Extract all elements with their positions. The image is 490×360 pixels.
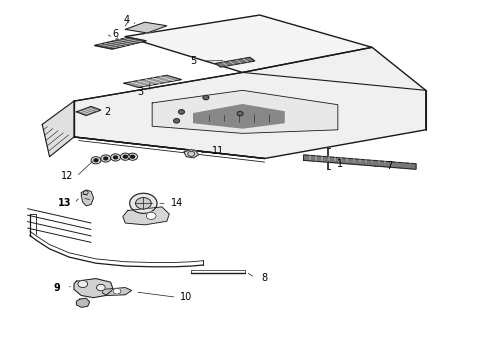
Circle shape bbox=[147, 212, 156, 220]
Polygon shape bbox=[74, 279, 113, 298]
Circle shape bbox=[114, 156, 118, 159]
Circle shape bbox=[104, 157, 108, 160]
Polygon shape bbox=[123, 207, 169, 225]
Polygon shape bbox=[95, 37, 147, 49]
Circle shape bbox=[113, 288, 121, 294]
Text: 4: 4 bbox=[123, 15, 130, 26]
Polygon shape bbox=[304, 155, 416, 169]
Circle shape bbox=[237, 112, 243, 116]
Text: 9: 9 bbox=[53, 283, 60, 293]
Circle shape bbox=[91, 157, 101, 164]
Circle shape bbox=[121, 153, 130, 160]
Polygon shape bbox=[124, 75, 181, 87]
Circle shape bbox=[78, 280, 88, 288]
Circle shape bbox=[94, 159, 98, 162]
Circle shape bbox=[97, 284, 105, 291]
Circle shape bbox=[128, 153, 138, 160]
Circle shape bbox=[101, 155, 111, 162]
Text: 10: 10 bbox=[180, 292, 193, 302]
Polygon shape bbox=[152, 90, 338, 134]
Circle shape bbox=[136, 198, 151, 209]
Text: 14: 14 bbox=[171, 198, 183, 208]
Text: 6: 6 bbox=[113, 29, 119, 39]
Circle shape bbox=[123, 155, 127, 158]
Polygon shape bbox=[125, 15, 372, 72]
Text: 8: 8 bbox=[262, 273, 268, 283]
Circle shape bbox=[111, 154, 121, 161]
Polygon shape bbox=[216, 57, 255, 67]
Polygon shape bbox=[184, 149, 198, 158]
Text: 7: 7 bbox=[386, 161, 392, 171]
Polygon shape bbox=[125, 22, 167, 33]
Polygon shape bbox=[42, 101, 74, 157]
Polygon shape bbox=[76, 298, 90, 307]
Text: 11: 11 bbox=[212, 146, 224, 156]
Polygon shape bbox=[74, 47, 426, 158]
Polygon shape bbox=[102, 288, 132, 296]
Polygon shape bbox=[194, 105, 284, 128]
Text: 2: 2 bbox=[104, 107, 110, 117]
Circle shape bbox=[131, 155, 135, 158]
Circle shape bbox=[178, 110, 184, 114]
Circle shape bbox=[173, 119, 179, 123]
Text: 3: 3 bbox=[137, 87, 143, 97]
Circle shape bbox=[203, 95, 209, 100]
Text: 5: 5 bbox=[191, 56, 197, 66]
Text: 12: 12 bbox=[60, 171, 73, 181]
Circle shape bbox=[130, 193, 157, 213]
Polygon shape bbox=[81, 190, 94, 206]
Text: 13: 13 bbox=[57, 198, 71, 208]
Polygon shape bbox=[76, 107, 101, 116]
Text: 1: 1 bbox=[337, 159, 343, 169]
